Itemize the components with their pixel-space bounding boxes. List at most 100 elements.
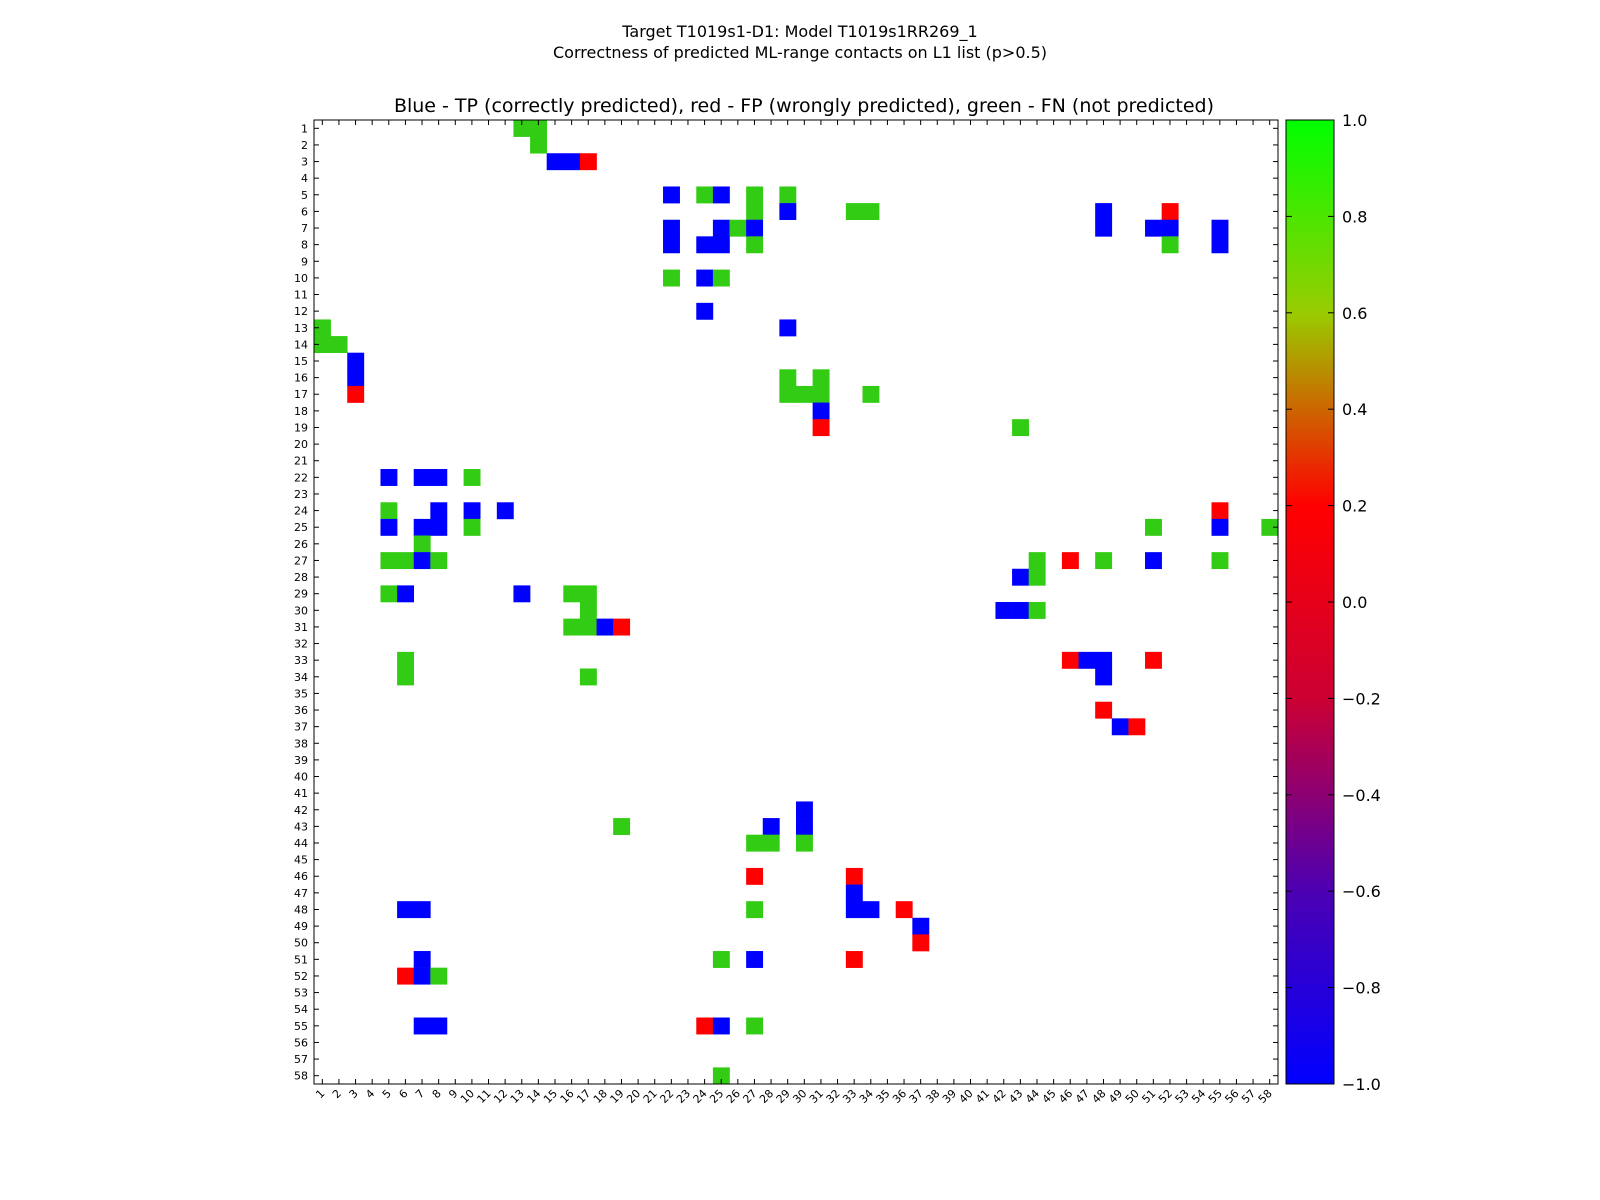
contact-cell-fn bbox=[712, 269, 730, 287]
contact-cell-tp bbox=[380, 518, 398, 536]
contact-cell-tp bbox=[430, 502, 448, 520]
contact-cell-fn bbox=[463, 469, 481, 486]
contact-cell-fn bbox=[862, 203, 880, 221]
contact-cell-tp bbox=[1095, 668, 1113, 686]
colorbar-tick-label: 0.8 bbox=[1342, 207, 1367, 226]
contact-cell-fn bbox=[330, 336, 348, 353]
y-tick-label: 14 bbox=[294, 338, 308, 351]
y-tick-label: 9 bbox=[301, 255, 308, 268]
contact-cell-fn bbox=[314, 336, 331, 353]
contact-cell-fp bbox=[1145, 651, 1162, 669]
contact-cell-tp bbox=[1012, 568, 1029, 586]
contact-cell-tp bbox=[1078, 651, 1096, 669]
contact-cell-tp bbox=[1145, 552, 1162, 570]
y-tick-label: 21 bbox=[294, 455, 308, 468]
contact-cell-fn bbox=[746, 236, 764, 254]
contact-cell-tp bbox=[862, 901, 880, 919]
contact-cell-tp bbox=[746, 219, 764, 237]
contact-cell-fn bbox=[779, 186, 797, 204]
y-tick-label: 43 bbox=[294, 820, 308, 833]
y-tick-label: 17 bbox=[294, 388, 308, 401]
y-tick-label: 18 bbox=[294, 405, 308, 418]
contact-cell-fn bbox=[1012, 419, 1029, 437]
x-tick-label: 3 bbox=[347, 1087, 361, 1101]
y-tick-label: 20 bbox=[294, 438, 308, 451]
contact-cell-fp bbox=[1161, 203, 1179, 221]
contact-cell-fn bbox=[1211, 552, 1229, 570]
contact-cell-tp bbox=[413, 1017, 431, 1035]
contact-cell-fn bbox=[1028, 552, 1046, 570]
contact-cell-tp bbox=[663, 219, 680, 237]
contact-cell-tp bbox=[663, 236, 680, 254]
contact-cell-tp bbox=[1012, 602, 1029, 619]
contact-cell-fn bbox=[530, 120, 547, 137]
contact-cell-fp bbox=[696, 1017, 714, 1035]
contact-cell-fp bbox=[1061, 651, 1079, 669]
contact-cell-tp bbox=[347, 369, 365, 387]
y-tick-label: 10 bbox=[294, 272, 308, 285]
contact-cell-fn bbox=[1145, 518, 1162, 536]
contact-cell-tp bbox=[1111, 718, 1129, 736]
y-tick-label: 35 bbox=[294, 687, 308, 700]
contact-cell-tp bbox=[413, 469, 431, 486]
contact-cell-fn bbox=[812, 385, 830, 403]
contact-cell-fn bbox=[779, 385, 797, 403]
contact-cell-fn bbox=[430, 967, 448, 985]
contact-cell-tp bbox=[1095, 651, 1113, 669]
contact-cell-fp bbox=[895, 901, 913, 919]
contact-cell-fn bbox=[579, 602, 597, 619]
contact-cell-tp bbox=[845, 884, 863, 902]
y-tick-label: 27 bbox=[294, 554, 308, 567]
contact-cell-tp bbox=[663, 186, 680, 204]
contact-cell-fp bbox=[1128, 718, 1146, 736]
colorbar-tick-label: −0.4 bbox=[1342, 786, 1381, 805]
contact-cell-tp bbox=[1145, 219, 1162, 237]
x-axis: 1 2 3 4 5 6 7 8 91011121314151617181920212223242… bbox=[313, 120, 1275, 1106]
y-tick-label: 55 bbox=[294, 1020, 308, 1033]
x-tick-label: 6 bbox=[396, 1087, 410, 1101]
contact-cell-fp bbox=[1061, 552, 1079, 570]
x-tick-label: 8 bbox=[430, 1087, 444, 1101]
contact-cell-fn bbox=[1028, 602, 1046, 619]
contact-cell-fn bbox=[314, 319, 331, 337]
y-tick-label: 45 bbox=[294, 854, 308, 867]
y-tick-label: 38 bbox=[294, 737, 308, 750]
contact-cell-tp bbox=[1211, 518, 1229, 536]
y-tick-label: 46 bbox=[294, 870, 308, 883]
contact-cell-fp bbox=[1095, 701, 1113, 719]
y-tick-label: 15 bbox=[294, 355, 308, 368]
contact-cell-fn bbox=[579, 618, 597, 636]
contact-cell-fn bbox=[696, 186, 714, 204]
contact-cell-tp bbox=[696, 236, 714, 254]
y-tick-label: 19 bbox=[294, 421, 308, 434]
contact-cell-fn bbox=[380, 502, 398, 520]
contact-cell-fn bbox=[812, 369, 830, 387]
contact-cell-fn bbox=[563, 585, 581, 603]
contact-cell-tp bbox=[696, 269, 714, 287]
y-tick-label: 32 bbox=[294, 638, 308, 651]
contact-cell-tp bbox=[513, 585, 531, 603]
contact-cell-tp bbox=[563, 153, 581, 171]
contact-cell-fn bbox=[779, 369, 797, 387]
colorbar-tick-label: −0.2 bbox=[1342, 689, 1381, 708]
colorbar-tick-label: 0.6 bbox=[1342, 304, 1367, 323]
contact-cell-fn bbox=[762, 834, 780, 852]
y-tick-label: 31 bbox=[294, 621, 308, 634]
contact-cell-tp bbox=[430, 1017, 448, 1035]
contact-cell-fn bbox=[746, 1017, 764, 1035]
contact-cell-fn bbox=[862, 385, 880, 403]
y-tick-label: 41 bbox=[294, 787, 308, 800]
x-tick-label: 58 bbox=[1256, 1087, 1275, 1106]
contact-cell-fp bbox=[845, 867, 863, 885]
y-tick-label: 6 bbox=[301, 205, 308, 218]
contact-cell-fn bbox=[380, 585, 398, 603]
contact-cell-fn bbox=[413, 535, 431, 553]
y-tick-label: 51 bbox=[294, 953, 308, 966]
y-tick-label: 44 bbox=[294, 837, 308, 850]
y-tick-label: 28 bbox=[294, 571, 308, 584]
colorbar-axis: 1.0 0.8 0.6 0.4 0.2 0.0 −0.2 −0.4 −0.6 −0.8 −1.0 bbox=[1286, 111, 1381, 1094]
y-tick-label: 36 bbox=[294, 704, 308, 717]
contact-cell-tp bbox=[430, 469, 448, 486]
contact-cell-fn bbox=[712, 1067, 730, 1085]
